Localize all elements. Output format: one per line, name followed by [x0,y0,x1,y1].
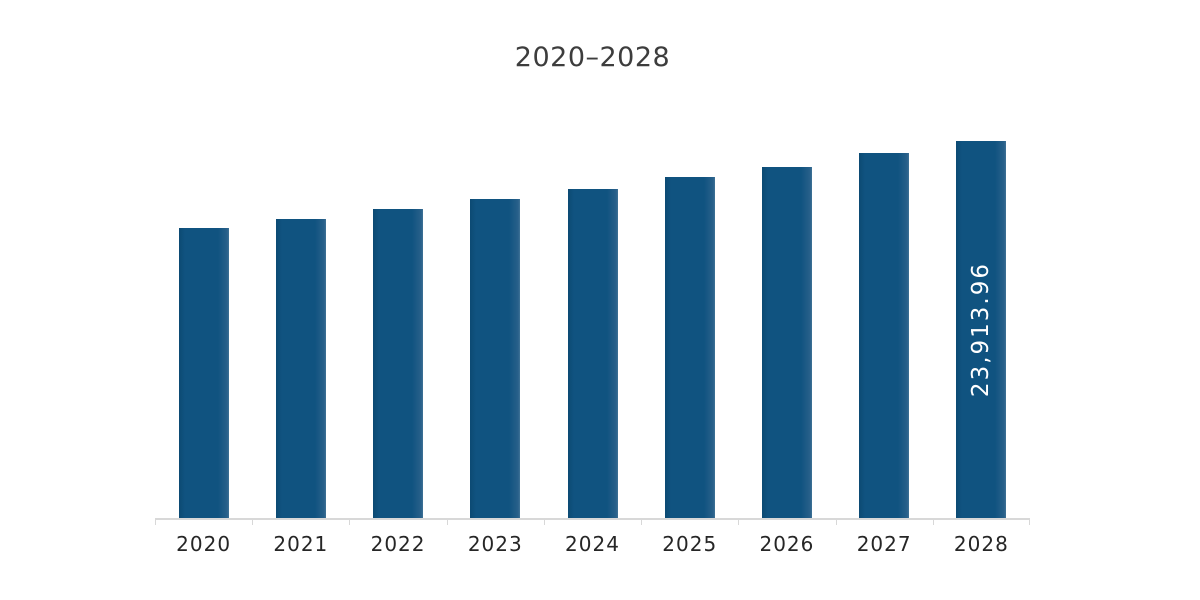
x-axis-tick [738,518,740,525]
x-axis-label-2023: 2023 [467,532,523,556]
x-axis-tick [155,518,156,525]
bar-2021 [275,219,326,518]
x-axis-tick [641,518,643,525]
x-axis-label-2021: 2021 [273,532,329,556]
x-axis-tick [932,518,934,525]
x-axis-label-2027: 2027 [856,532,912,556]
bar-2028: 23,913.96 [956,141,1007,518]
plot-area: 23,913.96 2020 2021 2022 2023 2024 2025 2026 20… [155,118,1030,556]
x-axis-tick [835,518,837,525]
chart-title: 2020–2028 [514,42,671,73]
x-axis-tick [252,518,254,525]
x-axis-line [155,518,1030,520]
x-axis-label-2025: 2025 [662,532,718,556]
x-axis-label-2020: 2020 [176,532,232,556]
bar-2027 [859,152,910,518]
x-axis-label-2026: 2026 [759,532,815,556]
bar-2022 [373,209,424,518]
x-axis-label-2028: 2028 [953,532,1009,556]
x-axis-tick [446,518,448,525]
bar-2023 [470,199,521,518]
bar-2025 [664,177,715,518]
bar-2026 [761,166,812,518]
x-axis-labels: 2020 2021 2022 2023 2024 2025 2026 2027 2028 [155,532,1030,562]
bar-data-label: 23,913.96 [968,261,995,398]
x-axis-label-2024: 2024 [565,532,620,556]
x-axis-label-2022: 2022 [370,532,426,556]
x-axis-tick [349,518,351,525]
bar-2024 [567,188,618,518]
x-axis-tick [543,518,545,525]
bar-2020 [178,228,229,518]
x-axis-tick [1029,518,1030,525]
bars-container: 23,913.96 [155,118,1030,518]
